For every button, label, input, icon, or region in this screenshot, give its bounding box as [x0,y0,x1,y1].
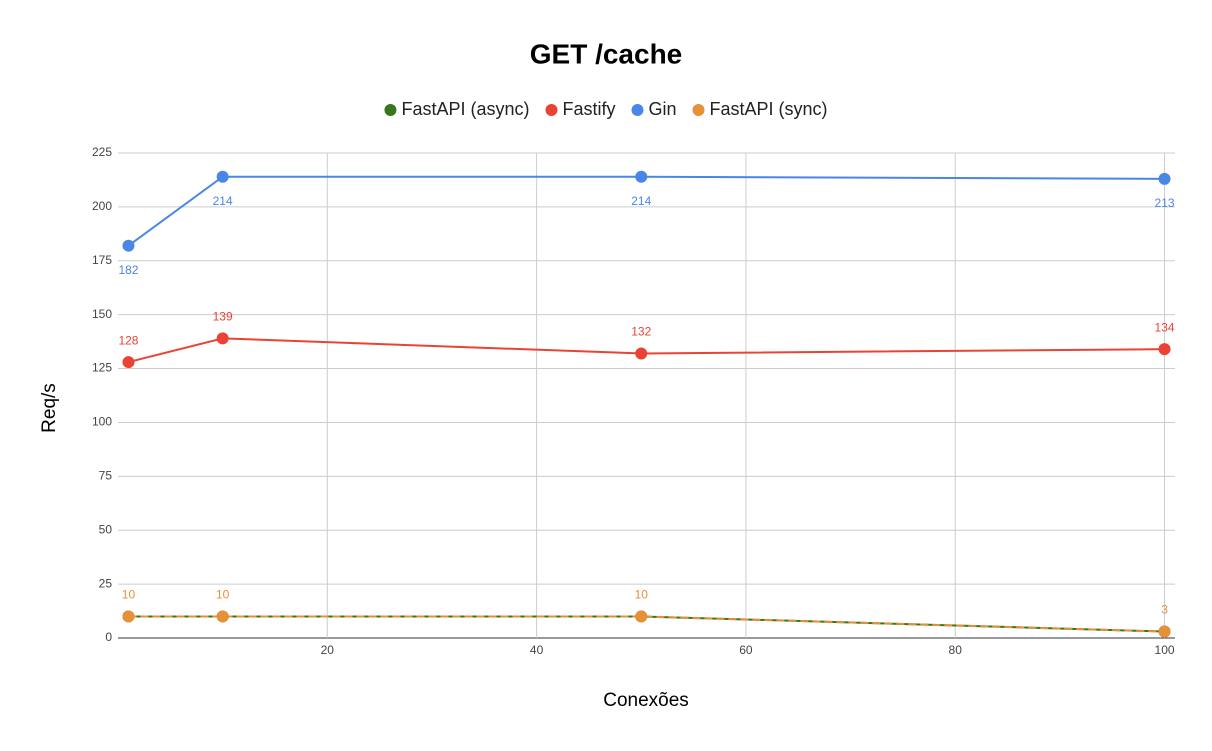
data-point [122,239,135,252]
x-tick-label: 20 [321,643,335,657]
legend-marker [384,104,397,116]
series-line [128,337,1165,364]
y-tick-label: 75 [99,469,113,483]
data-point [635,347,648,360]
y-tick-label: 150 [92,307,112,321]
data-label: 182 [118,263,138,277]
y-tick-label: 200 [92,199,112,213]
data-point [1158,625,1171,638]
y-axis-label: Req/s [39,383,60,433]
series-line [128,615,1165,633]
x-tick-label: 60 [739,643,753,657]
data-point [1158,172,1171,185]
legend-label: FastAPI (async) [401,99,529,119]
legend-marker [692,104,705,116]
data-point [122,610,135,623]
data-point [216,170,229,183]
chart-title: GET /cache [530,38,683,69]
data-label: 128 [118,333,138,347]
legend-marker [545,104,558,116]
data-label: 10 [216,588,230,602]
y-tick-label: 100 [92,415,112,429]
data-point [216,332,229,345]
data-label: 139 [213,310,233,324]
data-label: 214 [631,194,651,208]
y-tick-label: 125 [92,361,112,375]
data-label: 132 [631,325,651,339]
data-point [635,610,648,623]
x-tick-label: 40 [530,643,544,657]
data-label: 10 [122,588,136,602]
x-axis-label: Conexões [603,690,689,711]
x-tick-label: 80 [949,643,963,657]
data-label: 3 [1161,603,1168,617]
y-tick-label: 0 [105,630,112,644]
x-tick-label: 100 [1155,643,1175,657]
y-tick-label: 225 [92,145,112,159]
data-label: 134 [1155,320,1175,334]
data-point [216,610,229,623]
y-tick-label: 50 [99,522,113,536]
data-label: 10 [635,588,649,602]
legend-marker [631,104,644,116]
data-label: 214 [213,194,233,208]
series-line [127,175,1165,247]
data-point [635,170,648,183]
data-label: 213 [1155,196,1175,210]
legend: FastAPI (async) Fastify Gin FastAPI (sync) [384,99,828,119]
y-tick-label: 25 [99,576,113,590]
legend-label: Fastify [562,99,615,119]
y-tick-label: 175 [92,253,112,267]
legend-label: Gin [649,99,677,119]
data-point [1158,343,1171,356]
data-point [122,356,135,369]
legend-label: FastAPI (sync) [710,99,828,119]
grid [118,152,1175,639]
